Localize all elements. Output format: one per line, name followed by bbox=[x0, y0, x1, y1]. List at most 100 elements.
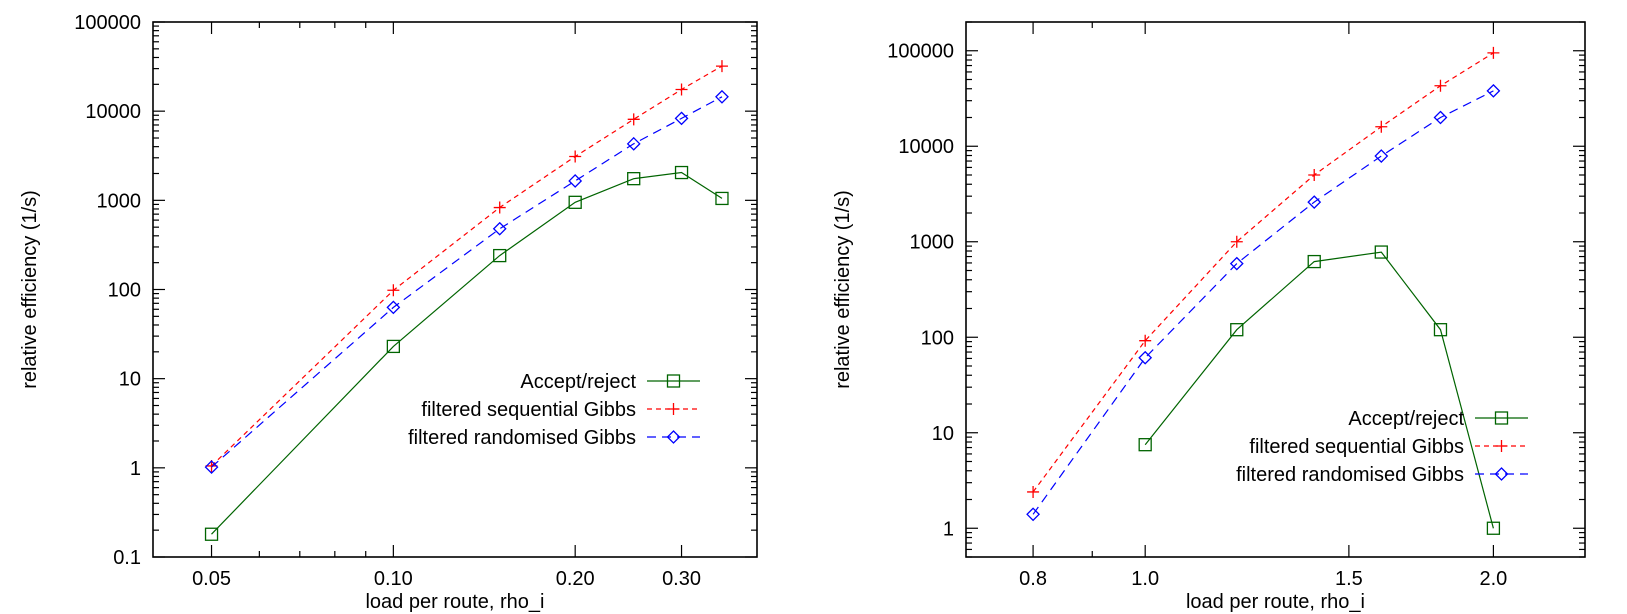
y-tick-label: 1 bbox=[943, 518, 954, 540]
data-point-marker bbox=[204, 527, 219, 541]
data-point-marker bbox=[1487, 46, 1500, 59]
series-square bbox=[204, 165, 729, 541]
legend-marker bbox=[1494, 467, 1509, 481]
legend-item: filtered sequential Gibbs bbox=[421, 399, 700, 421]
y-tick-label: 0.1 bbox=[113, 547, 141, 569]
data-point-marker bbox=[1433, 323, 1448, 337]
y-tick-label: 100 bbox=[921, 327, 954, 349]
data-point-marker bbox=[1374, 149, 1389, 163]
series-line bbox=[1144, 251, 1494, 529]
left-plot: 0.1 1 10 100 1000 10000 100000 0.05 0.10 0.20 0.30… bbox=[19, 12, 758, 613]
x-tick-label: 2.0 bbox=[1479, 568, 1507, 590]
x-tick-label: 0.05 bbox=[192, 568, 231, 590]
x-tick-label: 1.0 bbox=[1131, 568, 1159, 590]
legend-label: Accept/reject bbox=[1348, 408, 1464, 430]
data-point-marker bbox=[1434, 79, 1447, 92]
legend-item: filtered randomised Gibbs bbox=[1236, 464, 1528, 486]
data-point-marker bbox=[1375, 120, 1388, 133]
series-diamond bbox=[204, 89, 729, 474]
data-point-marker bbox=[568, 195, 582, 209]
legend-label: filtered randomised Gibbs bbox=[1236, 464, 1464, 486]
legend-item: filtered sequential Gibbs bbox=[1249, 436, 1528, 458]
legend-marker bbox=[1495, 440, 1508, 452]
data-point-marker bbox=[1138, 438, 1152, 452]
data-point-marker bbox=[569, 150, 582, 163]
data-point-marker bbox=[386, 339, 401, 354]
y-tick-label: 10000 bbox=[85, 101, 141, 123]
plot-frame bbox=[152, 21, 758, 558]
x-tick-label: 1.5 bbox=[1335, 568, 1363, 590]
series-line bbox=[1032, 90, 1494, 515]
series-plus bbox=[1027, 46, 1500, 498]
legend-item: Accept/reject bbox=[1348, 408, 1528, 430]
y-tick-label: 1 bbox=[130, 458, 141, 480]
y-tick-label: 100000 bbox=[74, 12, 141, 34]
data-point-marker bbox=[1027, 485, 1040, 498]
data-point-marker bbox=[1374, 245, 1388, 259]
y-axis-label: relative efficiency (1/s) bbox=[832, 190, 854, 389]
y-tick-label: 1000 bbox=[910, 232, 955, 254]
y-tick-label: 10 bbox=[119, 369, 141, 391]
x-tick-label: 0.20 bbox=[556, 568, 595, 590]
y-tick-label: 1000 bbox=[97, 190, 142, 212]
series-diamond bbox=[1026, 83, 1501, 522]
y-axis-label: relative efficiency (1/s) bbox=[19, 190, 41, 389]
legend-marker bbox=[666, 374, 681, 388]
legend-label: filtered randomised Gibbs bbox=[408, 427, 636, 449]
data-point-marker bbox=[1433, 110, 1448, 125]
legend-label: filtered sequential Gibbs bbox=[421, 399, 636, 421]
x-tick-label: 0.30 bbox=[662, 568, 701, 590]
data-point-marker bbox=[1139, 334, 1152, 347]
x-axis-label: load per route, rho_i bbox=[1186, 591, 1365, 613]
x-tick-label: 0.8 bbox=[1019, 568, 1047, 590]
data-point-marker bbox=[493, 248, 507, 263]
legend-label: Accept/reject bbox=[520, 371, 636, 393]
data-point-marker bbox=[1308, 168, 1321, 181]
data-point-marker bbox=[1138, 350, 1153, 365]
data-point-marker bbox=[675, 83, 688, 96]
data-point-marker bbox=[493, 201, 506, 214]
data-point-marker bbox=[1307, 254, 1321, 269]
data-point-marker bbox=[627, 172, 641, 186]
data-point-marker bbox=[568, 174, 583, 188]
data-point-marker bbox=[715, 60, 728, 73]
y-tick-label: 100000 bbox=[887, 41, 954, 63]
data-point-marker bbox=[715, 191, 729, 206]
data-point-marker bbox=[1230, 323, 1244, 337]
legend-item: Accept/reject bbox=[520, 371, 700, 393]
y-tick-label: 10000 bbox=[898, 136, 954, 158]
data-point-marker bbox=[1486, 521, 1501, 535]
legend: Accept/reject filtered sequential Gibbs fi… bbox=[1236, 408, 1528, 486]
plot-frame bbox=[965, 21, 1586, 558]
data-point-marker bbox=[1026, 507, 1040, 522]
data-point-marker bbox=[1230, 235, 1243, 248]
x-axis-label: load per route, rho_i bbox=[365, 591, 544, 613]
legend-marker bbox=[667, 403, 680, 415]
data-point-marker bbox=[627, 113, 640, 126]
series-line bbox=[211, 96, 723, 468]
data-point-marker bbox=[204, 460, 219, 474]
data-point-marker bbox=[1229, 256, 1244, 271]
data-point-marker bbox=[674, 165, 689, 180]
y-tick-label: 100 bbox=[108, 280, 141, 302]
legend-item: filtered randomised Gibbs bbox=[408, 427, 700, 449]
data-point-marker bbox=[674, 111, 689, 126]
legend-marker bbox=[1494, 411, 1509, 425]
series-line bbox=[211, 171, 723, 535]
data-point-marker bbox=[387, 284, 400, 297]
data-point-marker bbox=[1486, 83, 1501, 98]
data-point-marker bbox=[1307, 195, 1322, 210]
right-plot: 1 10 100 1000 10000 100000 0.8 1.0 1.5 2.0 load pe… bbox=[832, 21, 1586, 613]
data-point-marker bbox=[715, 89, 729, 104]
series-plus bbox=[205, 60, 728, 472]
data-point-marker bbox=[626, 136, 641, 151]
legend-label: filtered sequential Gibbs bbox=[1249, 436, 1464, 458]
x-tick-label: 0.10 bbox=[374, 568, 413, 590]
legend: Accept/reject filtered sequential Gibbs fi… bbox=[408, 371, 700, 449]
y-tick-label: 10 bbox=[932, 423, 954, 445]
series-square bbox=[1138, 245, 1501, 535]
legend-marker bbox=[666, 430, 681, 444]
data-point-marker bbox=[386, 300, 401, 315]
data-point-marker bbox=[492, 221, 507, 236]
